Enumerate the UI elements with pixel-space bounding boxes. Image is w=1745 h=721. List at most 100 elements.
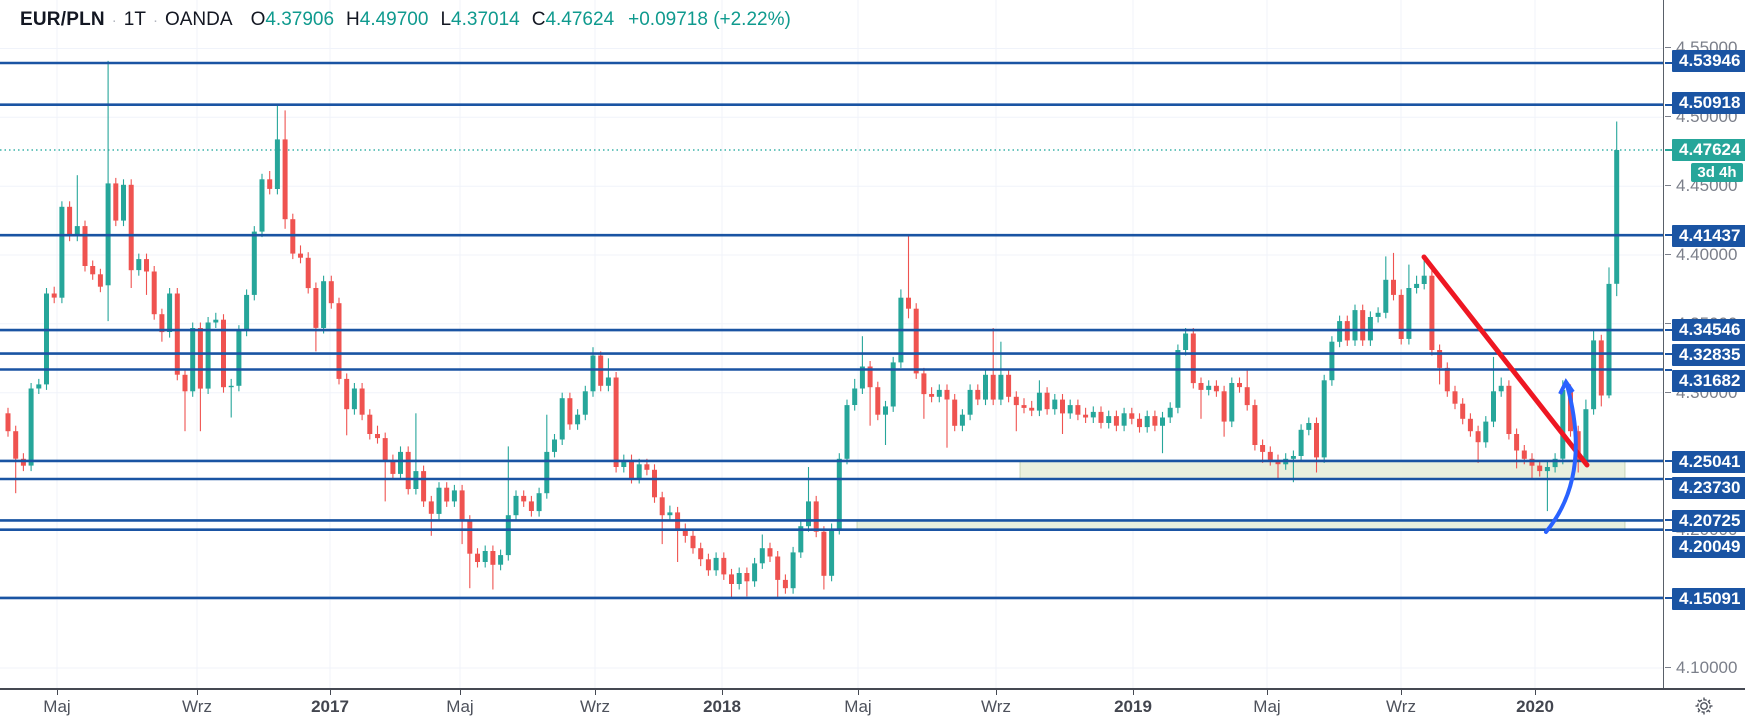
time-tick-label: 2017 — [311, 697, 349, 716]
candle — [528, 495, 534, 517]
candle — [475, 548, 480, 568]
candle — [244, 289, 250, 337]
supply-zone[interactable] — [856, 519, 1626, 531]
chart-plot-area[interactable] — [0, 0, 1663, 688]
candle — [883, 400, 888, 445]
red-downtrend-line[interactable] — [1421, 254, 1590, 468]
gear-icon[interactable] — [1693, 695, 1715, 717]
candle — [790, 546, 796, 594]
candle — [1329, 336, 1335, 386]
time-tick-mark — [1133, 690, 1134, 695]
candle — [1367, 311, 1373, 346]
candle — [944, 384, 950, 448]
candle — [359, 383, 365, 421]
time-tick-mark — [1267, 690, 1268, 695]
level-price-label: 4.20049 — [1664, 529, 1745, 558]
interval-label[interactable]: 1T — [123, 9, 146, 30]
candle — [952, 394, 958, 432]
candle — [936, 384, 942, 403]
candle — [1491, 356, 1496, 428]
level-price-label: 4.32835 — [1664, 344, 1745, 366]
price-scale[interactable]: 4.550004.500004.450004.400004.350004.300… — [1663, 0, 1745, 688]
time-tick-label: Maj — [43, 697, 71, 716]
candle — [975, 384, 981, 406]
level-price-label: 4.20725 — [1664, 510, 1745, 532]
candle — [1537, 460, 1543, 477]
candle — [1036, 380, 1042, 417]
candle — [144, 253, 149, 295]
level-price-label: 4.25041 — [1664, 451, 1745, 473]
candle — [390, 454, 396, 480]
ohlc-readout: O4.37906 H4.49700 L4.37014 C4.47624 — [251, 9, 627, 31]
candle — [775, 551, 781, 598]
candle — [467, 515, 473, 589]
time-tick-mark — [197, 690, 198, 695]
candle — [1506, 380, 1512, 440]
time-tick-mark — [996, 690, 997, 695]
candle — [1221, 385, 1227, 437]
level-price-label: 4.34546 — [1664, 319, 1745, 341]
candle — [1375, 307, 1381, 323]
candle — [398, 446, 403, 480]
candle — [305, 252, 311, 294]
candle — [1121, 407, 1127, 432]
candle — [321, 275, 327, 334]
candle — [1298, 424, 1304, 462]
candle — [1267, 446, 1273, 466]
candle — [1160, 411, 1165, 454]
candle — [1213, 380, 1219, 397]
candle — [190, 322, 196, 397]
candle — [736, 567, 742, 590]
candle — [675, 506, 681, 562]
candle — [667, 505, 673, 521]
candle — [1591, 330, 1597, 415]
time-scale[interactable]: Maj Wrz 2017 Maj Wrz 2018 Maj Wrz 2019 Maj Wrz 2020 — [0, 688, 1745, 721]
candle — [852, 378, 858, 411]
blue-curve-arrow[interactable] — [1544, 383, 1578, 534]
candle — [605, 358, 611, 392]
candle — [929, 387, 935, 403]
price-tick: 4.40000 — [1664, 246, 1745, 264]
candle — [898, 289, 904, 368]
price-chart-canvas[interactable] — [0, 0, 1663, 688]
candle — [1183, 328, 1189, 356]
candle — [382, 432, 388, 502]
candle — [451, 484, 457, 507]
exchange-label[interactable]: OANDA — [164, 9, 233, 30]
candle — [336, 297, 342, 385]
candle — [682, 523, 688, 543]
candle — [1406, 264, 1412, 345]
candle — [82, 220, 88, 272]
candle — [436, 482, 442, 520]
candle — [36, 378, 42, 394]
candle — [351, 383, 357, 415]
candle — [1498, 377, 1504, 397]
legend-separator-icon: · — [111, 11, 117, 29]
candle — [1475, 425, 1481, 463]
time-tick-mark — [1535, 690, 1536, 695]
time-tick-mark — [1401, 690, 1402, 695]
candle — [782, 574, 788, 594]
candle — [721, 552, 727, 580]
level-price-label: 4.15091 — [1664, 588, 1745, 610]
candle — [744, 567, 750, 597]
candle — [582, 385, 588, 421]
symbol-name[interactable]: EUR/PLN — [20, 9, 105, 30]
time-tick-label: Wrz — [580, 697, 610, 716]
candle — [159, 308, 165, 342]
candle — [536, 487, 542, 517]
candle — [1398, 289, 1404, 345]
candle — [1021, 398, 1027, 414]
candle — [1175, 344, 1181, 414]
candle — [821, 526, 827, 590]
candle — [767, 542, 773, 562]
candle — [251, 226, 257, 301]
candle — [1060, 394, 1065, 434]
candle — [482, 545, 488, 568]
level-price-label: 4.31682 — [1664, 369, 1745, 392]
ohlc-o: O4.37906 — [250, 9, 335, 30]
candle — [1006, 369, 1012, 403]
candle — [1290, 450, 1296, 483]
candle — [698, 542, 704, 567]
current-price-label: 4.47624 — [1664, 139, 1745, 161]
